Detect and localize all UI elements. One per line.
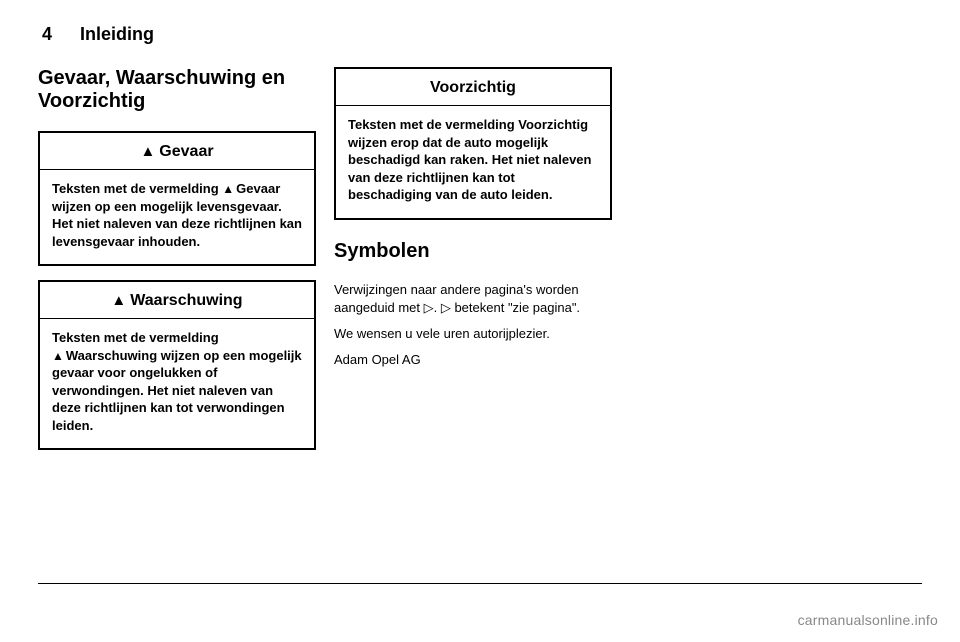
page-content: 4 Inleiding Gevaar, Waarschuwing en Voor… bbox=[38, 24, 922, 584]
notice-waarschuwing-body: Teksten met de vermelding ▲Waarschuwing … bbox=[40, 319, 314, 448]
notice-voorzichtig-heading-text: Voorzichtig bbox=[430, 79, 516, 96]
symbolen-p3: Adam Opel AG bbox=[334, 351, 612, 369]
notice-waarschuwing: ▲Waarschuwing Teksten met de vermelding … bbox=[38, 280, 316, 450]
waarschuwing-body-prefix: Teksten met de vermelding bbox=[52, 330, 219, 345]
gevaar-body-bold: Gevaar bbox=[236, 181, 280, 196]
waarschuwing-body-bold: Waarschuwing bbox=[66, 348, 157, 363]
symbolen-p2: We wensen u vele uren autorijplezier. bbox=[334, 325, 612, 343]
footer-watermark: carmanualsonline.info bbox=[798, 612, 938, 628]
chapter-title: Inleiding bbox=[80, 24, 154, 45]
gevaar-body-rest: wijzen op een mogelijk levensgevaar. Het… bbox=[52, 199, 302, 249]
notice-gevaar-heading: ▲Gevaar bbox=[40, 133, 314, 170]
notice-voorzichtig: Voorzichtig Teksten met de vermelding Vo… bbox=[334, 67, 612, 220]
notice-voorzichtig-body: Teksten met de vermelding Voorzichtig wi… bbox=[336, 106, 610, 218]
notice-waarschuwing-heading: ▲Waarschuwing bbox=[40, 282, 314, 319]
column-2: Voorzichtig Teksten met de vermelding Vo… bbox=[334, 67, 612, 450]
warning-triangle-icon: ▲ bbox=[140, 143, 155, 160]
warning-triangle-icon: ▲ bbox=[111, 292, 126, 309]
warning-triangle-icon: ▲ bbox=[52, 349, 64, 363]
warning-triangle-icon: ▲ bbox=[222, 182, 234, 196]
section-title-gevaar-waarschuwing: Gevaar, Waarschuwing en Voorzichtig bbox=[38, 67, 316, 113]
column-3 bbox=[630, 67, 908, 450]
notice-voorzichtig-heading: Voorzichtig bbox=[336, 69, 610, 106]
page-number: 4 bbox=[42, 24, 52, 45]
section-title-symbolen: Symbolen bbox=[334, 240, 612, 263]
notice-waarschuwing-heading-text: Waarschuwing bbox=[130, 292, 242, 309]
symbolen-p1: Verwijzingen naar andere pagina's worden… bbox=[334, 281, 612, 317]
column-layout: Gevaar, Waarschuwing en Voorzichtig ▲Gev… bbox=[38, 67, 922, 450]
notice-gevaar: ▲Gevaar Teksten met de vermelding ▲Gevaa… bbox=[38, 131, 316, 266]
gevaar-body-prefix: Teksten met de vermelding bbox=[52, 181, 222, 196]
page-header: 4 Inleiding bbox=[38, 24, 922, 45]
column-1: Gevaar, Waarschuwing en Voorzichtig ▲Gev… bbox=[38, 67, 316, 450]
notice-gevaar-body: Teksten met de vermelding ▲Gevaar wijzen… bbox=[40, 170, 314, 264]
symbolen-body: Verwijzingen naar andere pagina's worden… bbox=[334, 281, 612, 378]
notice-gevaar-heading-text: Gevaar bbox=[159, 143, 213, 160]
